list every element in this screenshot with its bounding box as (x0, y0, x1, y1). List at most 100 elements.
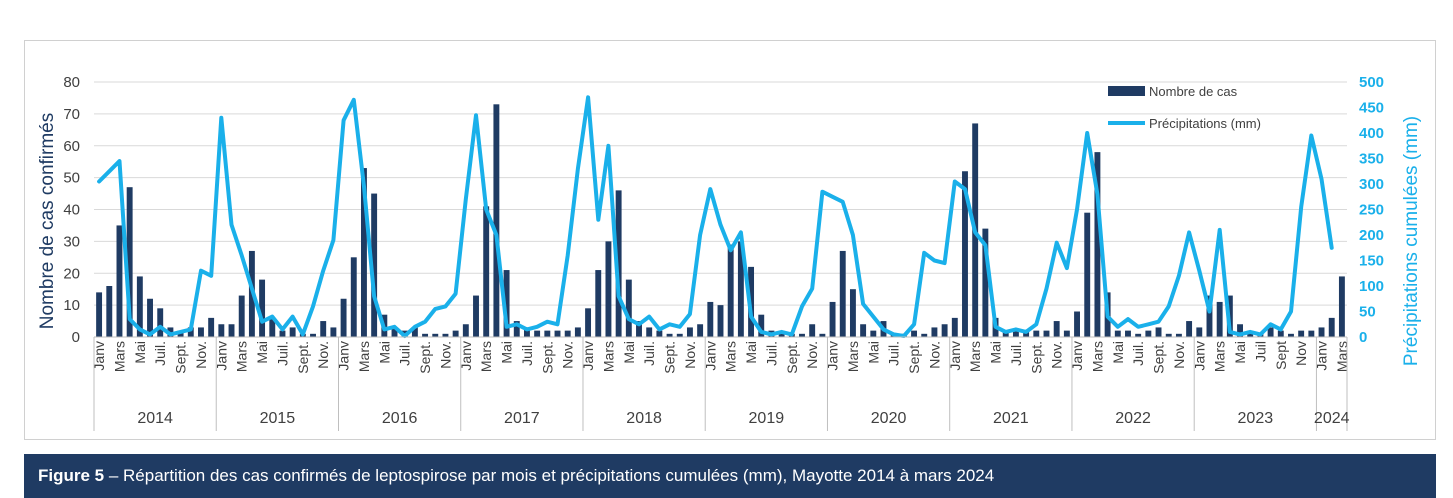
x-month-label: Sept. (906, 341, 922, 374)
bar (554, 330, 561, 337)
x-month-label: Sept. (417, 341, 433, 374)
bar (941, 324, 948, 337)
x-month-label: Nov. (1049, 341, 1065, 369)
bar (819, 333, 826, 337)
bar (218, 324, 225, 337)
bar (595, 270, 602, 337)
x-year-label: 2024 (1314, 410, 1350, 427)
x-month-label: Mars (1212, 341, 1228, 372)
bar (921, 333, 928, 337)
y-left-tick-label: 50 (63, 170, 80, 187)
bar (452, 330, 459, 337)
y-axis-left: 0 10 20 30 40 50 60 70 80 (63, 74, 80, 346)
bar (534, 330, 541, 337)
bar (208, 317, 215, 337)
bar (1267, 327, 1274, 337)
bar (962, 171, 968, 337)
x-month-label: Mai (865, 341, 881, 364)
x-month-label: Juil (1252, 341, 1268, 362)
bar (727, 244, 734, 337)
y-right-tick-label: 200 (1359, 227, 1384, 244)
x-year-label: 2015 (260, 410, 296, 427)
bar (432, 333, 439, 337)
bar (136, 276, 143, 337)
bar (1338, 276, 1345, 337)
bar (391, 327, 398, 337)
x-year-label: 2016 (382, 410, 418, 427)
x-month-label: Mai (988, 341, 1004, 364)
x-month-label: Mai (132, 341, 148, 364)
bar (1175, 333, 1182, 337)
x-month-label: Nov. (438, 341, 454, 369)
x-year-label: 2017 (504, 410, 540, 427)
x-month-label: Sept. (539, 341, 555, 374)
y-right-tick-label: 150 (1359, 253, 1384, 270)
bar (361, 168, 367, 337)
bar (228, 324, 235, 337)
y-left-tick-label: 70 (63, 106, 80, 123)
bar (116, 225, 123, 337)
bar (574, 327, 581, 337)
y-right-tick-label: 50 (1359, 304, 1376, 321)
x-year-label: 2018 (626, 410, 662, 427)
x-month-label: Janv (825, 341, 841, 371)
bar (320, 321, 327, 337)
x-month-label: Mars (1334, 341, 1350, 372)
y-axis-left-title: Nombre de cas confirmés (37, 113, 58, 329)
x-month-label: Mai (743, 341, 759, 364)
bar (442, 333, 449, 337)
x-month-label: Mars (478, 341, 494, 372)
bar (605, 241, 612, 337)
bar (1298, 330, 1305, 337)
bar (1308, 330, 1315, 337)
bar (422, 333, 429, 337)
bar (758, 314, 765, 337)
bar (1074, 311, 1080, 337)
gridlines (94, 81, 1347, 306)
x-month-label: Janv (580, 341, 596, 371)
x-year-label: 2023 (1238, 410, 1274, 427)
bar (1125, 330, 1131, 337)
bar (737, 241, 744, 337)
y-left-tick-label: 10 (63, 297, 80, 314)
bar (829, 301, 836, 337)
x-month-label: Sept (1273, 341, 1289, 370)
bar (809, 324, 816, 337)
bar (666, 333, 673, 337)
figure-caption: Figure 5 – Répartition des cas confirmés… (24, 454, 1436, 498)
bar (503, 270, 510, 337)
bar (951, 317, 958, 337)
bar (931, 327, 938, 337)
bar (198, 327, 204, 337)
bar (839, 250, 846, 337)
bar (1033, 330, 1040, 337)
bar (1165, 333, 1172, 337)
x-month-label: Mars (600, 341, 616, 372)
bar (289, 327, 296, 337)
bar (860, 324, 867, 337)
y-left-tick-label: 0 (72, 329, 80, 346)
bar (615, 190, 622, 337)
bar (1288, 333, 1294, 337)
x-month-label: Nov. (682, 341, 698, 369)
bar (564, 330, 571, 337)
bar (187, 327, 194, 337)
figure-caption-text: – Répartition des cas confirmés de lepto… (104, 466, 995, 485)
figure-caption-label: Figure 5 (38, 466, 105, 485)
bar (870, 330, 877, 337)
bar (1328, 317, 1335, 337)
bar (96, 292, 103, 337)
x-month-label: Nov. (193, 341, 209, 369)
bar (799, 333, 805, 337)
bar (411, 327, 418, 337)
x-month-label: Juil. (886, 341, 902, 366)
bar (585, 308, 592, 337)
bar (656, 330, 663, 337)
x-month-label: Sept. (173, 341, 189, 374)
x-month-label: Juil. (275, 341, 291, 366)
bar (982, 228, 989, 337)
bar (330, 327, 337, 337)
y-right-tick-label: 500 (1359, 74, 1384, 91)
line-series-precipitations (97, 95, 1334, 338)
